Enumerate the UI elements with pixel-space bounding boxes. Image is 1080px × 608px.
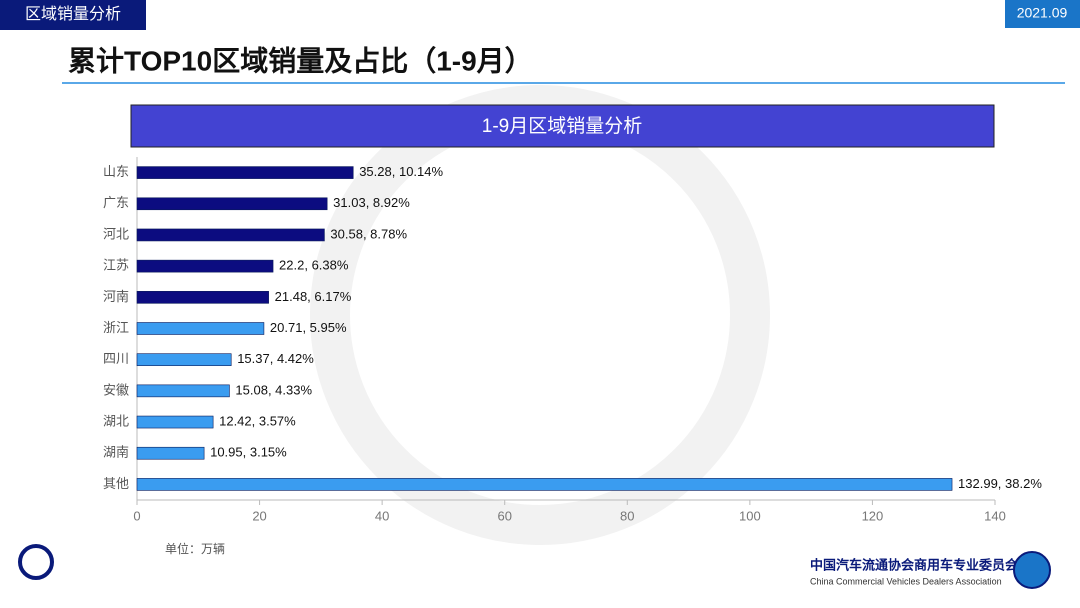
bar (136, 291, 269, 304)
value-label: 22.2, 6.38% (279, 258, 349, 273)
value-label: 12.42, 3.57% (219, 413, 296, 428)
date-box (1005, 0, 1080, 28)
value-label: 15.08, 4.33% (235, 382, 312, 397)
y-tick-label: 山东 (103, 164, 129, 179)
x-tick-label: 0 (133, 508, 140, 523)
value-label: 30.58, 8.78% (330, 226, 407, 241)
bar (136, 478, 953, 491)
bar (136, 322, 265, 335)
x-tick-label: 80 (620, 508, 634, 523)
section-box (0, 0, 146, 30)
unit-note: 单位：万辆 (165, 541, 225, 556)
org-logo (1013, 551, 1051, 589)
search-icon (18, 544, 54, 580)
x-tick-label: 40 (375, 508, 389, 523)
y-tick-label: 四川 (103, 351, 129, 366)
value-label: 10.95, 3.15% (210, 445, 287, 460)
x-tick-label: 20 (252, 508, 266, 523)
y-tick-label: 湖南 (103, 445, 129, 460)
y-tick-label: 广东 (103, 195, 129, 210)
x-tick-label: 100 (739, 508, 761, 523)
value-label: 132.99, 38.2% (958, 476, 1042, 491)
bar (136, 166, 354, 179)
y-tick-label: 湖北 (103, 413, 129, 428)
value-label: 15.37, 4.42% (237, 351, 314, 366)
value-label: 31.03, 8.92% (333, 195, 410, 210)
section-label: 区域销量分析 (25, 5, 121, 23)
x-tick-label: 120 (862, 508, 884, 523)
value-label: 21.48, 6.17% (275, 289, 352, 304)
y-tick-label: 其他 (103, 476, 129, 491)
bar (136, 353, 232, 366)
chart-title-box (130, 104, 995, 148)
org-en: China Commercial Vehicles Dealers Associ… (810, 576, 1002, 586)
bar (136, 228, 325, 242)
y-tick-label: 河北 (103, 226, 129, 241)
value-label: 35.28, 10.14% (359, 164, 443, 179)
x-tick-label: 140 (984, 508, 1006, 523)
date-label: 2021.09 (1017, 5, 1068, 21)
bar (136, 197, 328, 211)
y-tick-label: 浙江 (103, 320, 129, 335)
org-cn: 中国汽车流通协会商用车专业委员会 (810, 558, 1019, 574)
slide-title: 累计TOP10区域销量及占比（1-9月） (68, 44, 533, 76)
bar (136, 384, 230, 398)
value-label: 20.71, 5.95% (270, 320, 347, 335)
y-tick-label: 江苏 (103, 258, 129, 273)
bar (136, 415, 214, 429)
y-tick-label: 河南 (103, 289, 129, 304)
bar (136, 259, 274, 273)
y-tick-label: 安徽 (103, 382, 129, 397)
x-tick-label: 60 (497, 508, 511, 523)
chart-title: 1-9月区域销量分析 (482, 115, 642, 137)
bar (136, 446, 205, 460)
